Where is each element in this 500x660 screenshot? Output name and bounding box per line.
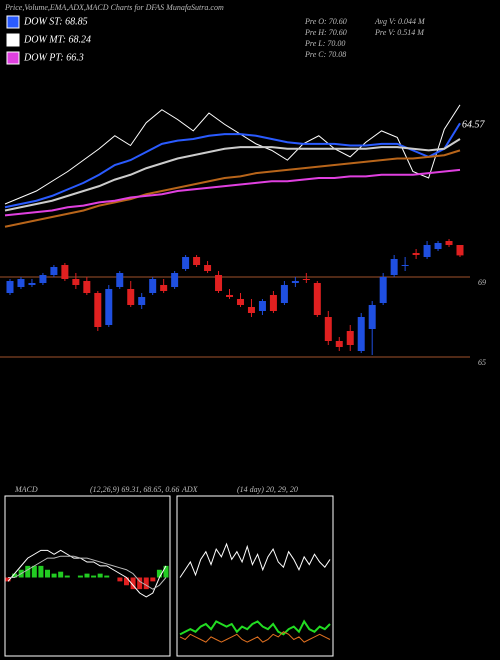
candle-body (50, 267, 58, 275)
legend-label: DOW MT: 68.24 (23, 34, 91, 45)
histogram-bar (97, 573, 103, 578)
candle-body (379, 277, 387, 303)
candle-body (313, 283, 321, 315)
y-tick-label: 69 (478, 278, 486, 287)
histogram-bar (25, 565, 31, 578)
candle-body (28, 283, 36, 285)
candle-body (390, 259, 398, 275)
candle-body (182, 257, 190, 269)
series-line (179, 619, 331, 636)
candle-body (61, 265, 69, 279)
candle-body (434, 243, 442, 249)
adx-frame (176, 495, 334, 657)
legend-swatch (6, 15, 20, 29)
candle-body (94, 293, 102, 327)
candle-body (160, 285, 168, 291)
legend-label: DOW ST: 68.85 (23, 16, 88, 27)
histogram-bar (104, 575, 110, 578)
legend-swatch (6, 33, 20, 47)
candle-body (149, 279, 157, 293)
candle-body (215, 275, 223, 291)
histogram-bar (51, 573, 57, 578)
info-text: Pre V: 0.514 M (374, 28, 425, 37)
candle-body (17, 279, 25, 287)
series-line (4, 138, 461, 212)
candle-body (127, 289, 135, 305)
histogram-bar (38, 565, 44, 578)
series-line (4, 149, 461, 228)
candle-body (258, 301, 266, 311)
candle-body (236, 299, 244, 305)
histogram-bar (5, 577, 11, 582)
candle-body (456, 245, 464, 256)
page-title: Price,Volume,EMA,ADX,MACD Charts for DFA… (4, 3, 224, 12)
histogram-bar (163, 565, 169, 578)
macd-frame (4, 495, 171, 657)
candle-body (368, 305, 376, 329)
histogram-bar (150, 577, 156, 582)
histogram-bar (84, 573, 90, 578)
legend-label: DOW PT: 66.3 (23, 52, 84, 63)
candle-body (105, 289, 113, 325)
histogram-bar (124, 577, 129, 586)
candle-body (346, 331, 354, 345)
series-line (7, 549, 167, 598)
info-text: Pre O: 70.60 (304, 17, 347, 26)
candle-body (412, 253, 420, 255)
histogram-bar (130, 577, 136, 590)
info-text: Pre L: 70.00 (304, 39, 345, 48)
candle-body (83, 281, 91, 293)
candle-body (280, 285, 288, 303)
info-text: Pre C: 70.08 (304, 50, 346, 59)
series-line (179, 631, 331, 643)
histogram-bar (143, 577, 149, 590)
histogram-bar (31, 565, 37, 578)
series-line (4, 122, 461, 209)
series-line (4, 168, 461, 217)
histogram-bar (12, 573, 18, 578)
histogram-bar (77, 575, 83, 578)
histogram-bar (58, 571, 64, 578)
series-line (179, 542, 331, 578)
candle-body (204, 265, 212, 271)
candle-body (171, 273, 179, 287)
macd-title: MACD (14, 485, 38, 494)
histogram-bar (156, 569, 162, 578)
candle-body (247, 307, 255, 313)
adx-title: ADX (181, 485, 199, 494)
candle-body (445, 241, 453, 245)
histogram-bar (64, 575, 70, 578)
candle-body (193, 257, 201, 265)
candle-body (401, 265, 409, 266)
legend-swatch (6, 51, 20, 65)
last-value-label: 64.57 (462, 120, 486, 131)
series-line (4, 104, 461, 205)
candle-body (39, 275, 47, 283)
y-tick-label: 65 (478, 358, 486, 367)
adx-params: (14 day) 20, 29, 20 (237, 485, 298, 494)
candle-body (291, 281, 299, 283)
histogram-bar (45, 569, 50, 578)
info-text: Pre H: 70.60 (304, 28, 347, 37)
candle-body (116, 273, 124, 287)
histogram-bar (117, 577, 123, 582)
candle-body (72, 279, 80, 285)
candle-body (226, 295, 234, 297)
candle-body (302, 279, 310, 280)
candle-body (357, 317, 365, 351)
info-text: Avg V: 0.044 M (374, 17, 426, 26)
candle-body (6, 281, 14, 293)
macd-params: (12,26,9) 69.31, 68.65, 0.66 (90, 485, 179, 494)
candle-body (335, 341, 343, 347)
candle-body (138, 297, 146, 305)
candle-body (324, 317, 332, 341)
candle-body (423, 245, 431, 257)
histogram-bar (91, 575, 97, 578)
histogram-bar (137, 577, 143, 590)
series-line (8, 555, 167, 590)
candle-body (269, 295, 277, 311)
